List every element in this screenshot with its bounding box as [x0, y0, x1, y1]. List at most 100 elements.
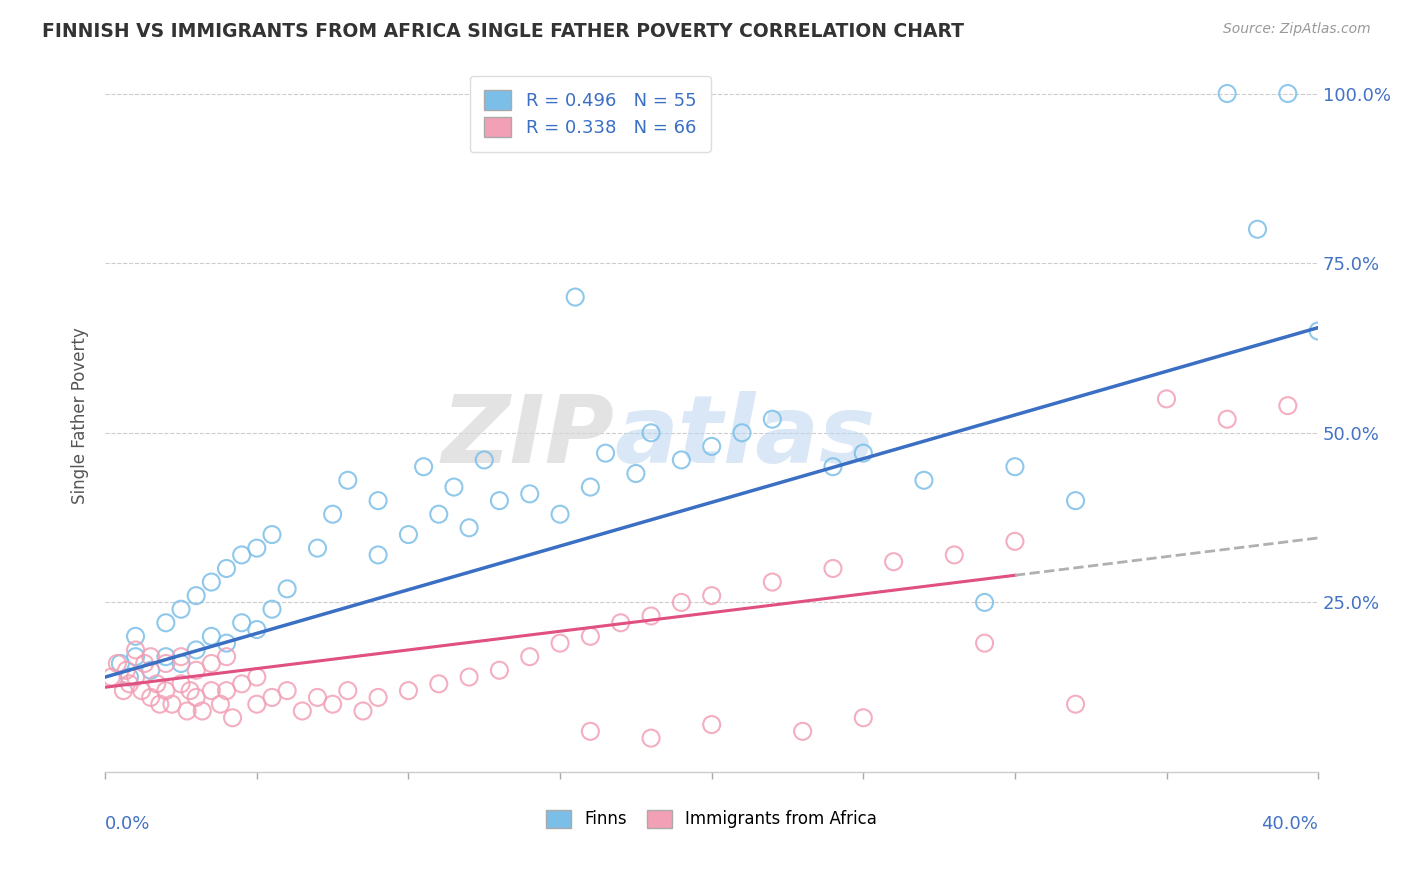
Point [155, 657, 177, 671]
Point [579, 724, 602, 739]
Point [118, 670, 141, 684]
Point [792, 724, 814, 739]
Point [595, 446, 617, 460]
Point [307, 690, 329, 705]
Point [973, 595, 995, 609]
Point [973, 636, 995, 650]
Point [367, 548, 389, 562]
Point [852, 446, 875, 460]
Point [260, 602, 283, 616]
Point [124, 649, 146, 664]
Point [427, 507, 450, 521]
Point [519, 649, 541, 664]
Point [367, 493, 389, 508]
Point [139, 649, 162, 664]
Point [246, 541, 269, 556]
Point [883, 555, 905, 569]
Point [124, 629, 146, 643]
Point [124, 670, 146, 684]
Point [186, 690, 208, 705]
Point [307, 541, 329, 556]
Point [367, 690, 389, 705]
Point [443, 480, 465, 494]
Point [260, 690, 283, 705]
Point [671, 595, 693, 609]
Point [260, 527, 283, 541]
Point [209, 697, 232, 711]
Point [200, 657, 222, 671]
Point [291, 704, 314, 718]
Point [1216, 87, 1239, 101]
Point [579, 480, 602, 494]
Point [179, 683, 201, 698]
Point [640, 731, 662, 745]
Point [176, 704, 198, 718]
Point [412, 459, 434, 474]
Point [276, 582, 298, 596]
Point [110, 657, 132, 671]
Point [145, 677, 167, 691]
Point [170, 657, 193, 671]
Point [564, 290, 586, 304]
Point [1004, 459, 1026, 474]
Point [155, 649, 177, 664]
Point [155, 615, 177, 630]
Point [170, 649, 193, 664]
Point [124, 643, 146, 657]
Point [118, 677, 141, 691]
Point [352, 704, 374, 718]
Point [336, 683, 359, 698]
Point [200, 575, 222, 590]
Text: 0.0%: 0.0% [105, 814, 150, 833]
Point [100, 670, 122, 684]
Y-axis label: Single Father Poverty: Single Father Poverty [72, 327, 89, 504]
Point [458, 521, 481, 535]
Point [943, 548, 966, 562]
Point [160, 697, 183, 711]
Point [215, 636, 238, 650]
Point [139, 663, 162, 677]
Point [472, 453, 495, 467]
Point [186, 643, 208, 657]
Point [1004, 534, 1026, 549]
Point [186, 663, 208, 677]
Point [170, 677, 193, 691]
Legend: Finns, Immigrants from Africa: Finns, Immigrants from Africa [540, 803, 884, 835]
Point [231, 677, 253, 691]
Point [131, 683, 153, 698]
Point [246, 623, 269, 637]
Point [221, 711, 243, 725]
Point [548, 636, 571, 650]
Point [700, 589, 723, 603]
Point [852, 711, 875, 725]
Point [191, 704, 214, 718]
Point [1308, 324, 1330, 338]
Point [246, 670, 269, 684]
Point [700, 717, 723, 731]
Point [912, 473, 935, 487]
Point [231, 615, 253, 630]
Point [458, 670, 481, 684]
Point [322, 697, 344, 711]
Point [155, 683, 177, 698]
Text: ZIP: ZIP [441, 392, 614, 483]
Point [115, 663, 138, 677]
Text: FINNISH VS IMMIGRANTS FROM AFRICA SINGLE FATHER POVERTY CORRELATION CHART: FINNISH VS IMMIGRANTS FROM AFRICA SINGLE… [42, 22, 965, 41]
Point [640, 609, 662, 624]
Point [488, 493, 510, 508]
Text: 40.0%: 40.0% [1261, 814, 1319, 833]
Point [200, 629, 222, 643]
Point [246, 697, 269, 711]
Point [609, 615, 631, 630]
Point [215, 561, 238, 575]
Point [215, 683, 238, 698]
Point [139, 690, 162, 705]
Point [761, 575, 783, 590]
Point [231, 548, 253, 562]
Point [170, 602, 193, 616]
Point [821, 561, 844, 575]
Point [215, 649, 238, 664]
Point [1064, 697, 1087, 711]
Point [149, 697, 172, 711]
Point [488, 663, 510, 677]
